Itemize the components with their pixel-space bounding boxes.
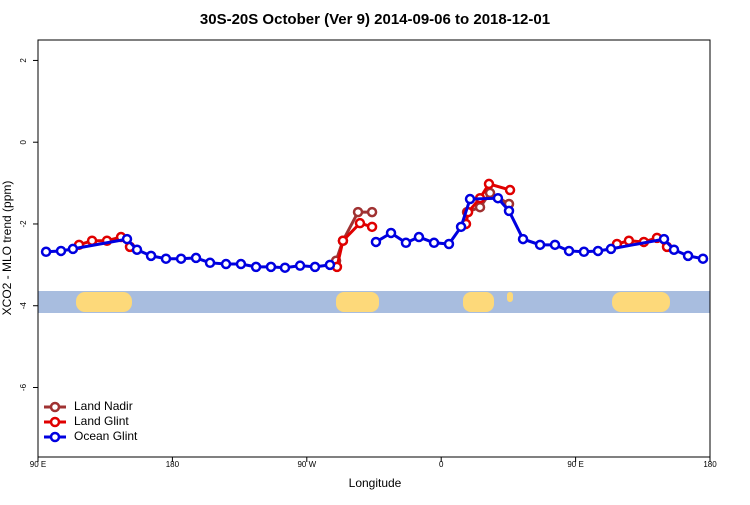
data-point: [279, 262, 291, 273]
data-point: [370, 236, 382, 248]
data-point: [324, 259, 336, 271]
y-tick-label: -4: [19, 302, 28, 310]
land-patch: [507, 292, 513, 302]
data-point: [592, 245, 604, 257]
x-tick-label: 0: [439, 460, 444, 469]
y-axis-label: XCO2 - MLO trend (ppm): [0, 181, 14, 316]
data-point: [658, 233, 670, 245]
data-point: [483, 178, 495, 190]
data-point: [265, 261, 277, 273]
data-point: [443, 238, 455, 250]
x-tick-label: 180: [166, 460, 180, 469]
data-point: [67, 243, 79, 255]
legend-label: Ocean Glint: [74, 429, 138, 443]
data-point: [563, 245, 575, 257]
data-point: [309, 261, 321, 273]
data-point: [668, 244, 680, 255]
legend-marker: [49, 416, 61, 428]
data-point: [190, 252, 202, 264]
data-point: [474, 201, 486, 213]
data-point: [337, 235, 349, 246]
data-point: [517, 233, 529, 245]
data-point: [504, 184, 516, 196]
data-point: [145, 250, 157, 262]
y-tick-label: -2: [19, 220, 28, 228]
legend-marker: [49, 401, 61, 413]
data-point: [366, 221, 378, 233]
data-point: [428, 237, 440, 249]
data-point: [204, 257, 216, 269]
y-tick-label: 0: [19, 139, 28, 144]
legend-label: Land Glint: [74, 414, 129, 428]
legend-label: Land Nadir: [74, 399, 133, 413]
data-point: [503, 205, 515, 217]
land-patch: [76, 292, 132, 312]
data-point: [294, 260, 306, 271]
land-patch: [463, 292, 494, 312]
y-tick-label: -6: [19, 383, 28, 391]
data-point: [549, 239, 561, 251]
chart-title: 30S-20S October (Ver 9) 2014-09-06 to 20…: [200, 11, 550, 28]
data-point: [366, 206, 378, 218]
data-point: [40, 246, 52, 258]
data-point: [131, 244, 143, 255]
data-point: [578, 246, 590, 258]
y-tick-label: 2: [19, 58, 28, 63]
data-point: [121, 233, 133, 245]
x-tick-label: 90 E: [567, 460, 583, 469]
data-point: [352, 206, 364, 218]
data-point: [464, 193, 476, 205]
x-tick-label: 180: [703, 460, 717, 469]
map-strip: [38, 291, 710, 313]
data-point: [385, 227, 397, 239]
data-point: [455, 221, 467, 233]
legend-marker: [49, 431, 61, 443]
land-patch: [336, 292, 379, 312]
data-point: [682, 250, 694, 262]
data-point: [400, 237, 412, 249]
data-point: [220, 258, 232, 270]
data-point: [160, 253, 172, 264]
plot-frame: [37, 39, 711, 458]
data-point: [235, 258, 247, 270]
data-point: [623, 235, 635, 246]
x-tick-label: 90 W: [297, 460, 316, 469]
data-point: [697, 253, 709, 264]
data-point: [534, 239, 546, 251]
data-point: [250, 261, 262, 273]
x-axis-label: Longitude: [349, 476, 402, 490]
data-point: [175, 253, 187, 264]
data-point: [413, 231, 425, 243]
data-point: [55, 245, 67, 257]
data-point: [484, 187, 496, 199]
data-point: [492, 192, 504, 204]
data-point: [354, 217, 366, 229]
land-patch: [612, 292, 670, 312]
x-tick-label: 90 E: [30, 460, 46, 469]
data-point: [605, 243, 617, 255]
